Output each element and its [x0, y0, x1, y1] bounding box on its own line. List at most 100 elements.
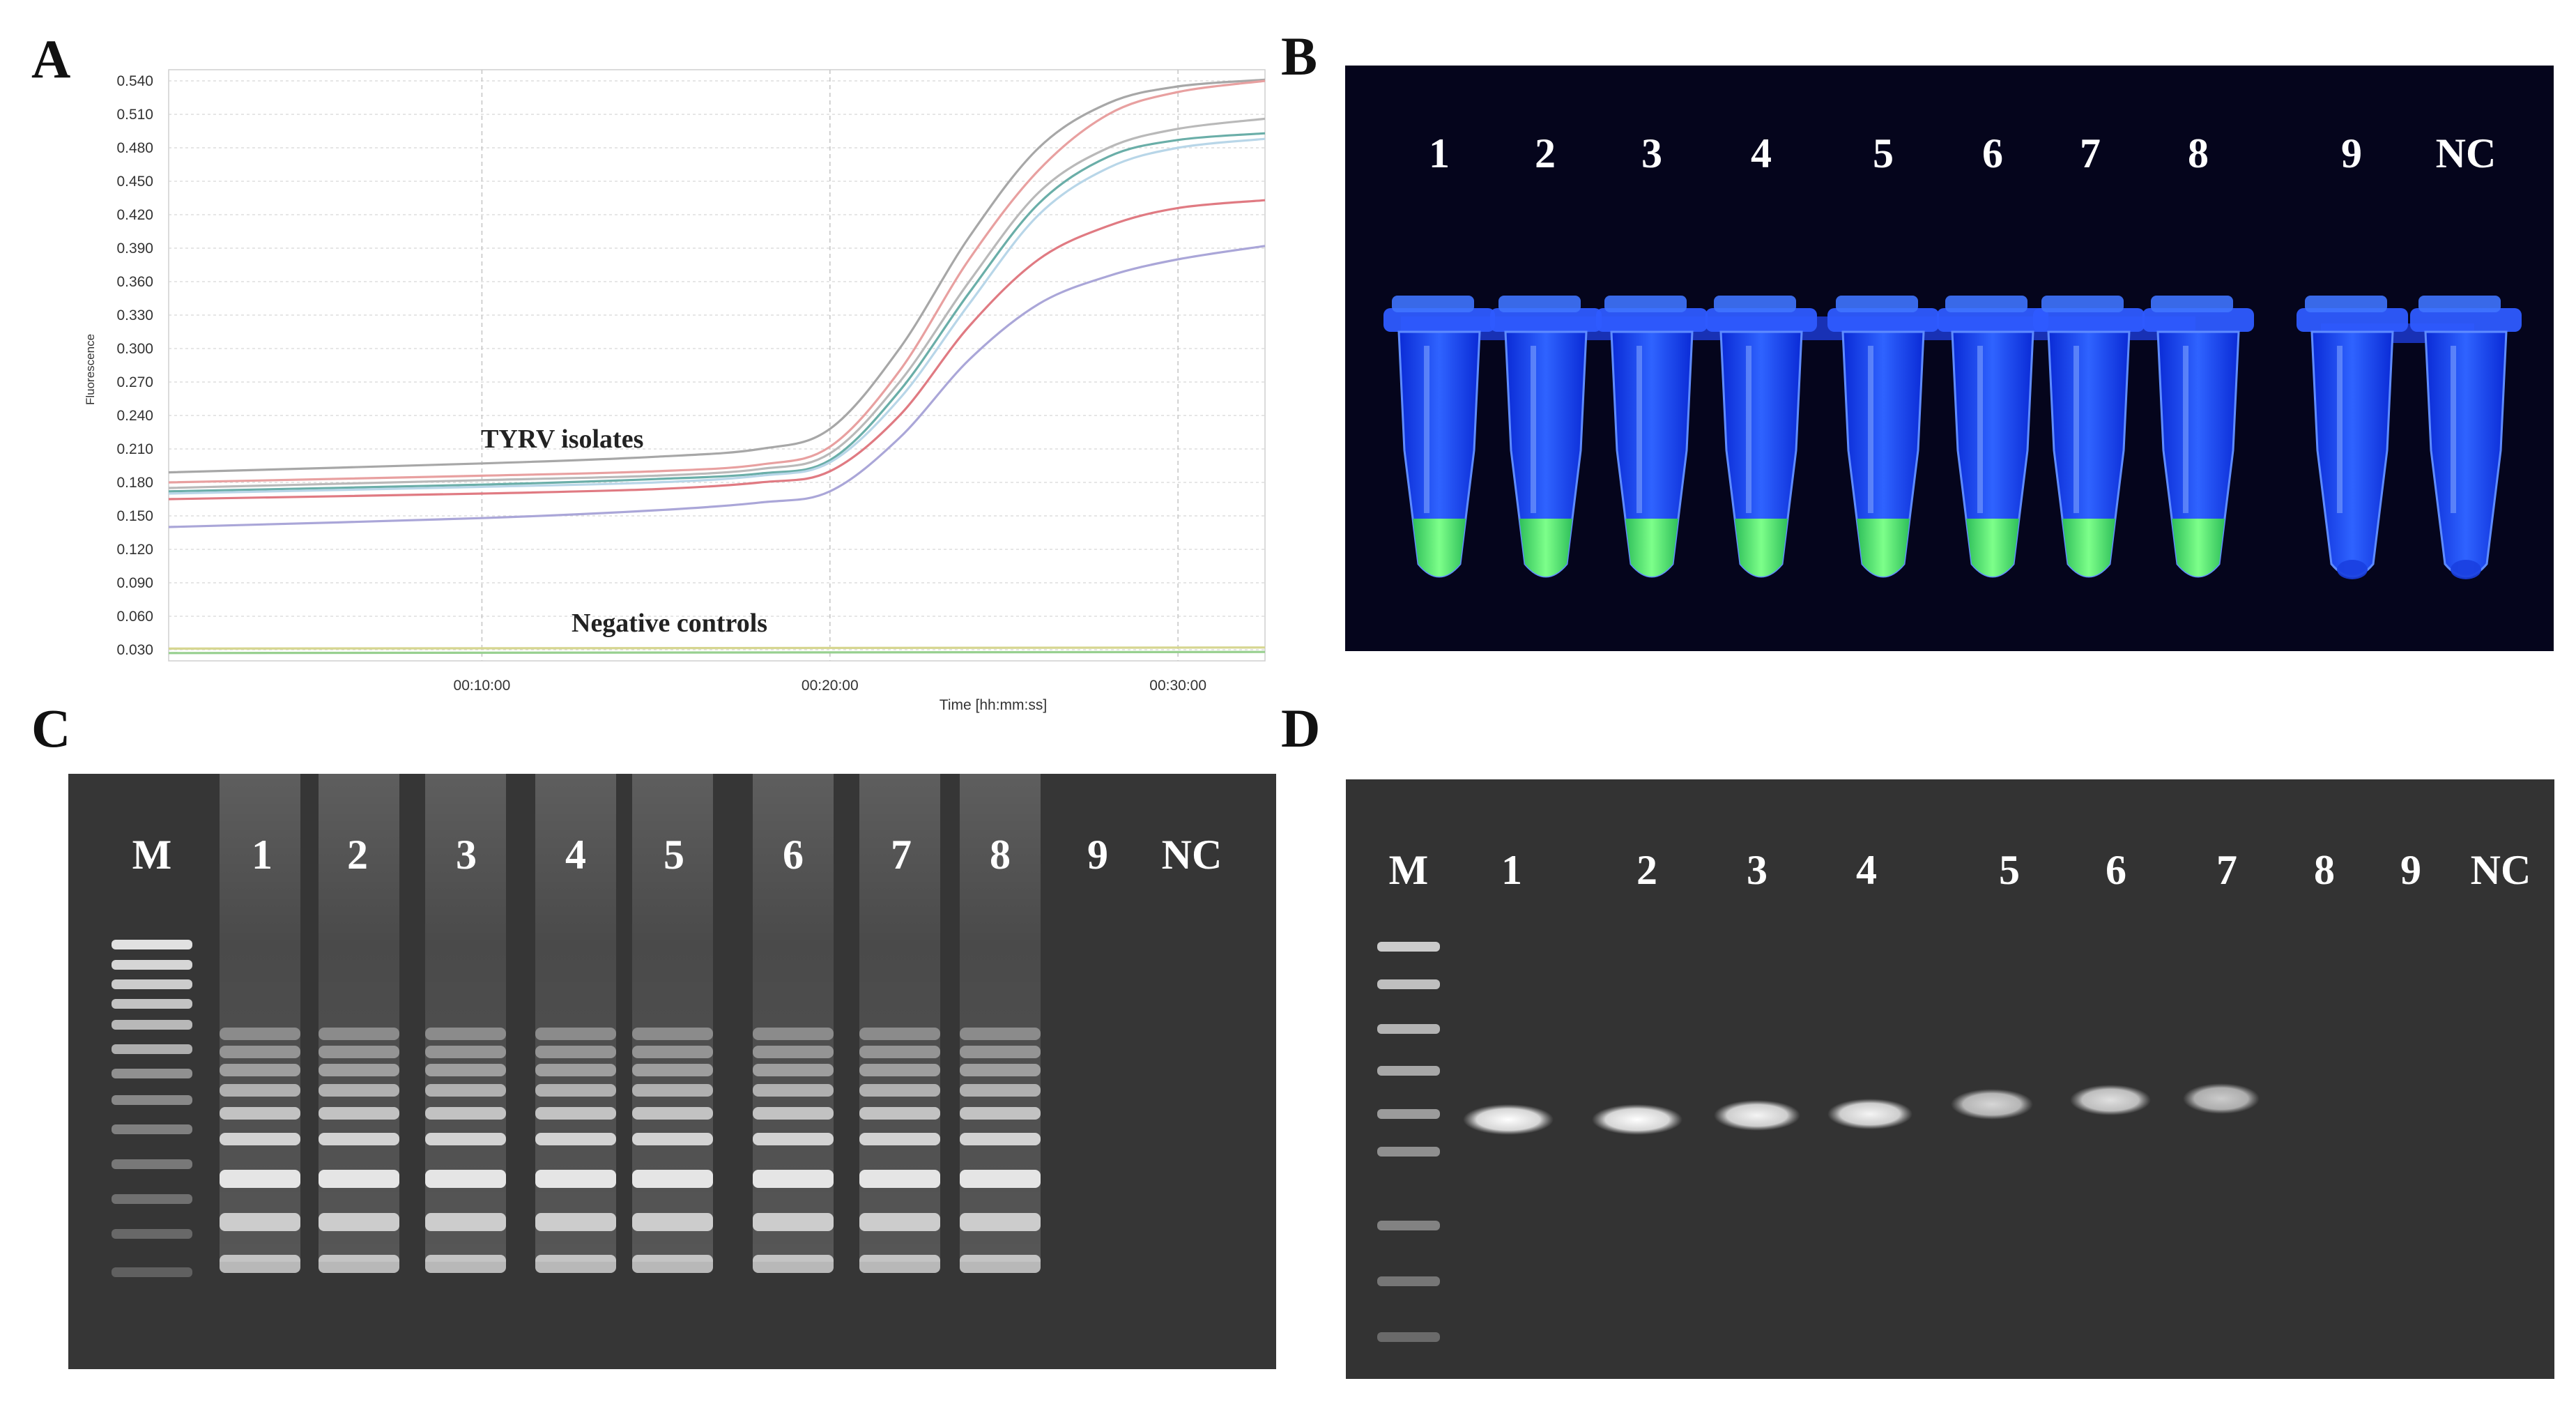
tube-lane-label: 9 — [2341, 130, 2362, 176]
pcr-gel-lane-label: 2 — [1636, 847, 1657, 893]
lamp-gel-lane-label: 4 — [565, 832, 586, 878]
y-tick-label: 0.240 — [116, 408, 153, 424]
green-fluorescence — [1519, 519, 1572, 577]
lamp-gel-lane-label: 8 — [990, 832, 1011, 878]
lamp-gel-lane-label: 3 — [456, 832, 477, 878]
amplification-chart: 0.540 0.510 0.480 0.450 0.420 0.390 0.360 0.330… — [84, 69, 1266, 713]
y-tick-label: 0.330 — [116, 307, 153, 323]
pcr-gel-lane-label: 8 — [2314, 847, 2335, 893]
y-tick-label: 0.540 — [116, 73, 153, 89]
lamp-gel-lane-label: 9 — [1087, 832, 1108, 878]
tube-6 — [1937, 296, 2048, 578]
lamp-lane-3 — [425, 774, 506, 1273]
chart-series — [168, 78, 1266, 655]
pcr-gel-lane-label: 9 — [2400, 847, 2421, 893]
pcr-band-5 — [1951, 1089, 2033, 1120]
annotation-negative-controls: Negative controls — [572, 609, 767, 638]
x-tick-label: 00:30:00 — [1149, 678, 1206, 694]
lamp-lane-6 — [753, 774, 834, 1273]
series-line-4 — [168, 132, 1266, 493]
y-tick-label: 0.300 — [116, 341, 153, 357]
pcr-gel-image: M 1 2 3 4 5 6 7 8 9 NC — [1346, 779, 2554, 1379]
series-line-9 — [168, 646, 1266, 650]
pcr-band-6 — [2070, 1085, 2151, 1115]
lamp-lane-1 — [220, 774, 300, 1273]
tube-fluorescence-photo: 1 2 3 4 5 6 7 8 9 NC — [1345, 66, 2554, 651]
lamp-lane-4 — [535, 774, 616, 1273]
y-tick-label: 0.210 — [116, 441, 153, 457]
tube-lane-label: 3 — [1641, 130, 1662, 176]
green-fluorescence — [1413, 519, 1466, 577]
series-line-5 — [168, 137, 1266, 495]
lamp-gel-lane-label: NC — [1161, 832, 1222, 878]
y-tick-label: 0.120 — [116, 542, 153, 558]
lamp-gel-lane-label: 2 — [347, 832, 368, 878]
lamp-gel-lane-label: 6 — [783, 832, 804, 878]
marker-ladder — [112, 940, 192, 1277]
y-tick-label: 0.180 — [116, 475, 153, 491]
tube-8 — [2142, 296, 2254, 578]
panel-label-b: B — [1281, 26, 1318, 86]
pcr-band-1 — [1463, 1104, 1554, 1135]
lamp-lane-5 — [632, 774, 713, 1273]
x-tick-label: 00:10:00 — [454, 678, 511, 694]
y-tick-label: 0.510 — [116, 107, 153, 123]
pcr-gel-lane-label: 3 — [1747, 847, 1768, 893]
tubes-illustration — [1383, 296, 2522, 579]
tube-lane-label: 4 — [1751, 130, 1772, 176]
pcr-gel-bands — [1377, 942, 2260, 1342]
pcr-band-7 — [2183, 1083, 2260, 1114]
series-line-2 — [168, 79, 1266, 484]
tube-lane-label: 2 — [1535, 130, 1556, 176]
tube-lane-label: NC — [2435, 130, 2497, 176]
y-tick-label: 0.090 — [116, 575, 153, 591]
tube-lane-label: 8 — [2188, 130, 2209, 176]
chart-grid — [168, 69, 1266, 662]
pcr-gel-lane-label: 1 — [1501, 847, 1522, 893]
y-tick-label: 0.390 — [116, 241, 153, 257]
lamp-lane-2 — [319, 774, 399, 1273]
tube-lane-label: 1 — [1429, 130, 1450, 176]
series-line-6 — [168, 199, 1266, 501]
lamp-gel-lane-label: 5 — [664, 832, 684, 878]
tube-4 — [1705, 296, 1817, 578]
panel-label-d: D — [1281, 698, 1321, 758]
green-fluorescence — [2062, 519, 2115, 577]
pcr-gel-lane-label: 5 — [1999, 847, 2020, 893]
panel-label-a: A — [31, 29, 71, 89]
x-axis-label: Time [hh:mm:ss] — [940, 697, 1047, 713]
y-axis-label: Fluorescence — [84, 334, 97, 405]
tube-5 — [1827, 296, 1939, 578]
tube-10 — [2410, 296, 2522, 579]
x-tick-label: 00:20:00 — [802, 678, 859, 694]
pcr-gel-lane-label: 4 — [1856, 847, 1877, 893]
y-tick-label: 0.360 — [116, 274, 153, 290]
lamp-gel-lane-label: 7 — [891, 832, 912, 878]
y-tick-label: 0.450 — [116, 174, 153, 190]
pcr-band-3 — [1714, 1100, 1800, 1131]
y-tick-label: 0.420 — [116, 207, 153, 223]
pcr-gel-lane-label: NC — [2470, 847, 2531, 893]
tube-3 — [1596, 296, 1708, 578]
series-line-8 — [168, 650, 1266, 655]
lamp-gel-image: M 1 2 3 4 5 6 7 8 9 NC — [68, 774, 1276, 1369]
pcr-gel-lane-label: 6 — [2106, 847, 2126, 893]
tube-9 — [2297, 296, 2408, 579]
green-fluorescence — [1857, 519, 1910, 577]
tube-lane-label: 5 — [1873, 130, 1894, 176]
green-fluorescence — [1735, 519, 1788, 577]
pcr-gel-lane-label: 7 — [2216, 847, 2237, 893]
lamp-gel-bands — [112, 774, 1041, 1277]
tube-7 — [2033, 296, 2145, 578]
pcr-gel-lane-label: M — [1388, 847, 1429, 893]
pcr-band-2 — [1592, 1104, 1682, 1135]
green-fluorescence — [1625, 519, 1678, 577]
lamp-lane-7 — [859, 774, 940, 1273]
series-line-3 — [168, 117, 1266, 489]
lamp-gel-lane-label: M — [132, 832, 172, 878]
green-fluorescence — [2172, 519, 2225, 577]
panel-label-c: C — [31, 698, 71, 758]
y-tick-label: 0.150 — [116, 508, 153, 524]
series-line-1 — [168, 78, 1266, 474]
marker-ladder — [1377, 942, 1440, 1342]
